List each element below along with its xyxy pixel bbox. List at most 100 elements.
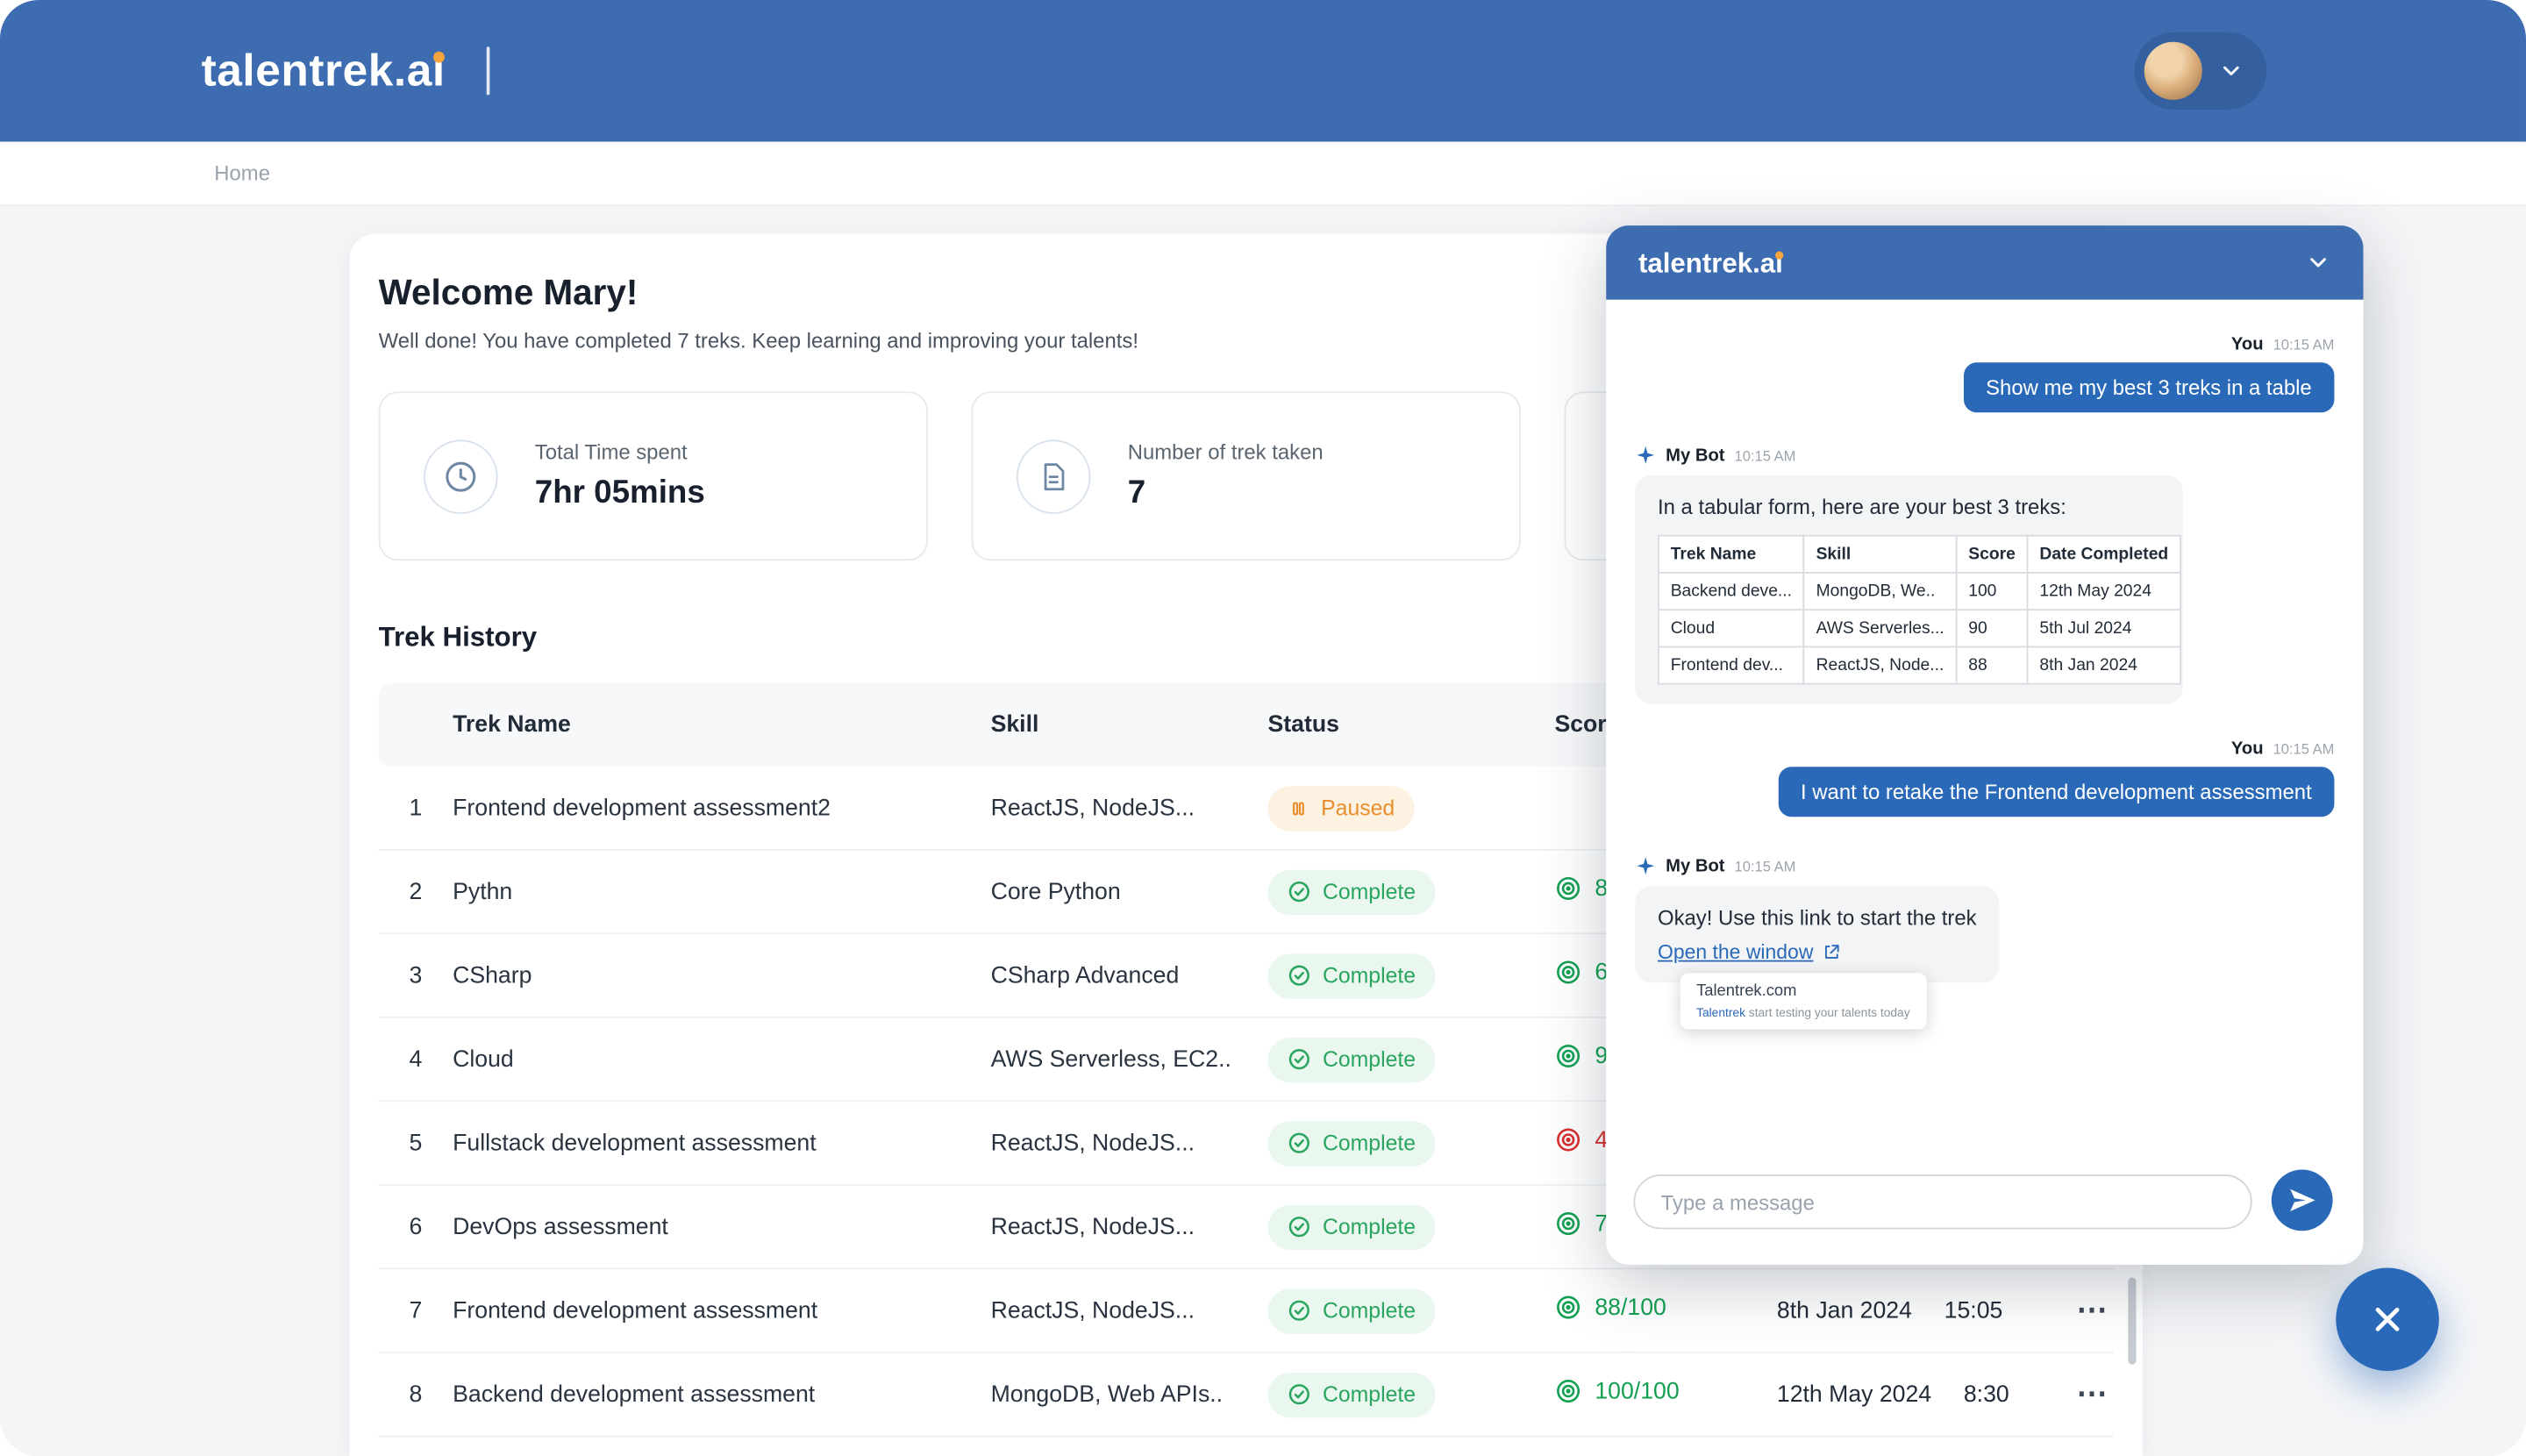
bot-table-row: Backend deve... MongoDB, We.. 100 12th M…	[1657, 572, 2181, 611]
user-menu[interactable]	[2134, 32, 2267, 110]
stat-value: 7	[1127, 475, 1146, 511]
trek-name: Backend development assessment	[453, 1381, 816, 1408]
bot-message-text: In a tabular form, here are your best 3 …	[1657, 494, 2066, 519]
status-badge: Complete	[1267, 953, 1436, 998]
table-row: 8 Backend development assessment MongoDB…	[378, 1353, 2114, 1438]
row-number: 3	[409, 962, 423, 989]
check-circle-icon	[1288, 1300, 1309, 1321]
chat-messages: You 10:15 AM Show me my best 3 treks in a…	[1606, 300, 2363, 1265]
trek-skill: ReactJS, NodeJS...	[990, 1297, 1195, 1324]
chevron-down-icon	[2310, 258, 2326, 268]
scrollbar-thumb[interactable]	[2128, 1277, 2137, 1365]
check-circle-icon	[1288, 881, 1309, 903]
date-cell: 8th Jan 2024 15:05	[1776, 1297, 2003, 1324]
close-icon	[2375, 1307, 2400, 1331]
stat-value: 7hr 05mins	[534, 475, 705, 511]
bot-table-row: Frontend dev... ReactJS, Node... 88 8th …	[1657, 646, 2181, 685]
target-icon	[1557, 876, 1581, 900]
pause-icon	[1292, 801, 1304, 815]
link-preview-tagline: Talentrek start testing your talents tod…	[1696, 1005, 1910, 1020]
trek-skill: ReactJS, NodeJS...	[990, 795, 1195, 821]
row-number: 6	[409, 1213, 423, 1240]
trek-skill: ReactJS, NodeJS...	[990, 1130, 1195, 1156]
stat-card-treks: Number of trek taken 7	[971, 391, 1521, 561]
status-badge: Complete	[1267, 1036, 1436, 1082]
row-number: 7	[409, 1297, 423, 1324]
bot-table-row: Cloud AWS Serverles... 90 5th Jul 2024	[1657, 609, 2181, 648]
target-icon	[1557, 1211, 1581, 1236]
trek-name: CSharp	[453, 962, 532, 989]
open-window-link[interactable]: Open the window	[1657, 940, 1814, 964]
brand-text: talentrek.a	[201, 45, 432, 96]
message-meta: My Bot 10:15 AM	[1635, 445, 1795, 466]
welcome-subtitle: Well done! You have completed 7 treks. K…	[378, 328, 1138, 353]
user-message: I want to retake the Frontend developmen…	[1778, 767, 2335, 817]
check-circle-icon	[1288, 1049, 1309, 1070]
link-preview-card: Talentrek.com Talentrek start testing yo…	[1680, 973, 1926, 1030]
table-row: 7 Frontend development assessment ReactJ…	[378, 1269, 2114, 1353]
app-header: talentrek.a i	[0, 0, 2526, 142]
user-message: Show me my best 3 treks in a table	[1963, 362, 2335, 413]
column-header-trek-name: Trek Name	[453, 711, 571, 739]
brand-i-accent: i	[1774, 246, 1783, 278]
brand-i-accent: i	[432, 45, 446, 96]
row-menu-button[interactable]: ⋯	[2076, 1293, 2109, 1328]
breadcrumb-home[interactable]: Home	[214, 161, 270, 186]
section-title-trek-history: Trek History	[378, 621, 538, 653]
bot-message-text: Okay! Use this link to start the trek	[1657, 905, 1977, 930]
trek-skill: AWS Serverless, EC2..	[990, 1046, 1231, 1073]
external-link-icon	[1824, 945, 1838, 959]
chat-close-button[interactable]	[2336, 1267, 2439, 1372]
column-header-status: Status	[1267, 711, 1339, 739]
stat-card-time: Total Time spent 7hr 05mins	[378, 391, 928, 561]
target-icon	[1557, 1128, 1581, 1152]
message-meta: You 10:15 AM	[2230, 739, 2335, 760]
trek-name: DevOps assessment	[453, 1213, 668, 1240]
row-number: 4	[409, 1046, 423, 1073]
check-circle-icon	[1288, 1384, 1309, 1405]
score-value: 100/100	[1554, 1377, 1680, 1404]
stat-label: Number of trek taken	[1127, 439, 1324, 464]
trek-name: Fullstack development assessment	[453, 1130, 817, 1156]
bot-message: Okay! Use this link to start the trek Op…	[1635, 886, 2000, 983]
row-number: 8	[409, 1381, 423, 1408]
target-icon	[1557, 1044, 1581, 1067]
row-number: 1	[409, 795, 423, 821]
bot-treks-table: Trek Name Skill Score Date Completed Bac…	[1657, 534, 2181, 685]
trek-skill: MongoDB, Web APIs..	[990, 1381, 1224, 1408]
trek-skill: CSharp Advanced	[990, 962, 1180, 989]
trek-name: Frontend development assessment	[453, 1297, 818, 1324]
status-badge: Paused	[1267, 785, 1415, 831]
trek-name: Pythn	[453, 878, 513, 905]
stat-label: Total Time spent	[534, 439, 688, 464]
chevron-down-icon	[2223, 66, 2239, 75]
clock-icon	[424, 439, 498, 513]
bot-message: In a tabular form, here are your best 3 …	[1635, 475, 2183, 704]
status-badge: Complete	[1267, 1288, 1436, 1333]
bot-table-header: Skill	[1802, 534, 1958, 574]
chat-header: talentrek.a i	[1606, 225, 2364, 300]
sparkle-icon	[1637, 857, 1655, 875]
status-badge: Complete	[1267, 868, 1436, 915]
trek-skill: ReactJS, NodeJS...	[990, 1213, 1195, 1240]
check-circle-icon	[1288, 965, 1309, 986]
target-icon	[1557, 960, 1581, 984]
chat-widget: talentrek.a i You 10:15 AM Show me my best…	[1606, 225, 2364, 1265]
chat-brand-logo: talentrek.a i	[1638, 246, 1783, 278]
message-meta: You 10:15 AM	[2230, 335, 2335, 355]
bot-table-header: Trek Name	[1657, 534, 1805, 574]
row-menu-button[interactable]: ⋯	[2076, 1377, 2109, 1411]
column-header-skill: Skill	[990, 711, 1039, 739]
document-icon	[1016, 439, 1091, 513]
check-circle-icon	[1288, 1217, 1309, 1238]
check-circle-icon	[1288, 1132, 1309, 1153]
sparkle-icon	[1637, 446, 1655, 464]
chat-message-input[interactable]	[1633, 1174, 2252, 1230]
chat-collapse-button[interactable]	[2305, 250, 2330, 275]
send-button[interactable]	[2271, 1169, 2333, 1231]
status-badge: Complete	[1267, 1203, 1436, 1250]
bot-table-header: Date Completed	[2026, 534, 2181, 574]
score-value: 88/100	[1554, 1294, 1666, 1321]
bot-table-header: Score	[1955, 534, 2029, 574]
